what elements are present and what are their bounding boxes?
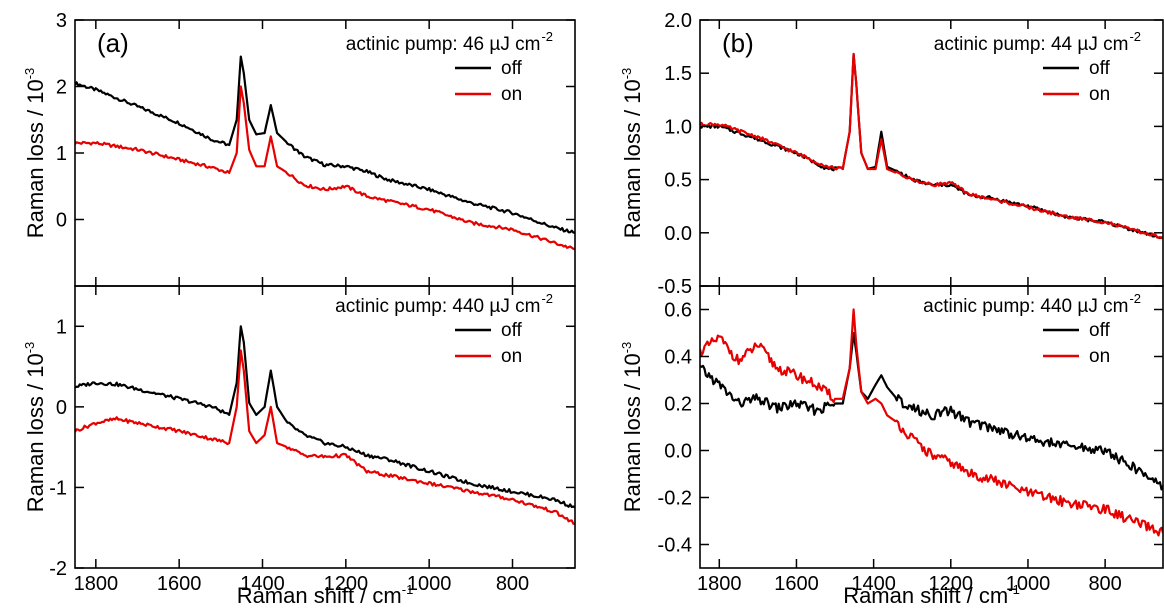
pump-annotation-sup: -2 xyxy=(1129,291,1141,306)
pump-annotation: actinic pump: 44 µJ cm-2 xyxy=(934,29,1141,55)
x-tick-label: 1800 xyxy=(697,573,742,595)
y-tick-label: 0.5 xyxy=(664,170,692,192)
y-tick-label: 0.6 xyxy=(664,300,692,322)
y-axis-title: Raman loss / 10-3 xyxy=(619,342,645,513)
x-axis-title: Raman shift / cm-1 xyxy=(237,582,414,608)
x-tick-label: 1000 xyxy=(407,573,452,595)
y-tick-label: -0.4 xyxy=(658,535,692,557)
x-tick-label: 1000 xyxy=(1006,573,1051,595)
x-tick-label: 1600 xyxy=(157,573,202,595)
y-tick-label: 1.5 xyxy=(664,63,692,85)
x-axis-title-sup: -1 xyxy=(1008,582,1020,597)
y-tick-label: 1.0 xyxy=(664,116,692,138)
series-group xyxy=(700,52,1163,240)
series-line-off xyxy=(75,55,575,234)
pump-annotation: actinic pump: 46 µJ cm-2 xyxy=(346,29,553,55)
subplot-bottom: -2 -1 0 1 1800 1600 1400 1200 1000 800 Raman loss … xyxy=(22,285,576,595)
x-tick-label: 1400 xyxy=(240,573,285,595)
y-tick-label: 3 xyxy=(56,10,67,32)
legend-label-on: on xyxy=(1089,346,1110,367)
subplot-top: 0 1 2 3 Raman loss / 10-3 actinic pump: 46 µJ… xyxy=(22,10,576,287)
pump-annotation-sup: -2 xyxy=(541,291,553,306)
legend-label-off: off xyxy=(501,320,523,341)
series-group xyxy=(75,325,575,525)
plot-frame xyxy=(699,285,1164,569)
x-tick-label: 1600 xyxy=(774,573,819,595)
legend-label-on: on xyxy=(501,84,522,105)
subplot-top: -0.5 0.0 0.5 1.0 1.5 2.0 Raman loss / 10-3 acti… xyxy=(619,10,1164,298)
legend-label-off: off xyxy=(1089,58,1111,79)
series-line-on xyxy=(75,349,575,525)
y-tick-label: 1 xyxy=(56,316,67,338)
y-tick-label: 0.2 xyxy=(664,394,692,416)
series-line-on xyxy=(700,308,1163,537)
x-tick-label: 1200 xyxy=(324,573,369,595)
y-tick-label: 0 xyxy=(56,397,67,419)
plot-frame xyxy=(74,285,576,569)
series-line-off xyxy=(700,331,1163,491)
y-tick-label: -1 xyxy=(49,477,67,499)
legend-label-off: off xyxy=(1089,320,1111,341)
y-axis-title-sup: -3 xyxy=(22,68,37,80)
x-axis-title-sup: -1 xyxy=(402,582,414,597)
pump-annotation-sup: -2 xyxy=(541,29,553,44)
legend-label-on: on xyxy=(501,346,522,367)
x-tick-label: 800 xyxy=(1088,573,1121,595)
y-tick-label: 0.0 xyxy=(664,441,692,463)
panel-letter: (b) xyxy=(722,28,754,58)
y-tick-label: 0.0 xyxy=(664,223,692,245)
x-tick-label: 1200 xyxy=(929,573,974,595)
y-axis-title-sup: -3 xyxy=(22,342,37,354)
y-axis-title-sup: -3 xyxy=(619,68,634,80)
legend-label-on: on xyxy=(1089,84,1110,105)
x-tick-label: 800 xyxy=(496,573,529,595)
y-axis-title: Raman loss / 10-3 xyxy=(22,342,48,513)
x-tick-label: 1800 xyxy=(74,573,119,595)
series-group xyxy=(700,308,1163,537)
series-line-on xyxy=(75,85,575,251)
y-tick-label: 0.4 xyxy=(664,347,692,369)
y-tick-label: -2 xyxy=(49,558,67,580)
panel-b: -0.5 0.0 0.5 1.0 1.5 2.0 Raman loss / 10-3 acti… xyxy=(619,10,1164,608)
series-line-off xyxy=(75,325,575,509)
subplot-bottom: -0.4 -0.2 0.0 0.2 0.4 0.6 1800 1600 1400 1200 1000… xyxy=(619,285,1164,595)
y-tick-label: 2.0 xyxy=(664,10,692,32)
series-group xyxy=(75,55,575,251)
series-line-on xyxy=(700,52,1163,240)
series-line-off xyxy=(700,52,1163,240)
y-tick-label: -0.5 xyxy=(658,276,692,298)
y-axis-title: Raman loss / 10-3 xyxy=(619,68,645,239)
panel-letter: (a) xyxy=(97,28,129,58)
y-tick-label: 2 xyxy=(56,77,67,99)
legend-label-off: off xyxy=(501,58,523,79)
x-tick-label: 1400 xyxy=(851,573,896,595)
panel-a: 0 1 2 3 Raman loss / 10-3 actinic pump: 46 µJ… xyxy=(22,10,576,608)
y-axis-title-sup: -3 xyxy=(619,342,634,354)
pump-annotation-sup: -2 xyxy=(1129,29,1141,44)
y-axis-title: Raman loss / 10-3 xyxy=(22,68,48,239)
y-tick-label: 0 xyxy=(56,210,67,232)
x-axis-title: Raman shift / cm-1 xyxy=(843,582,1020,608)
plot-frame xyxy=(74,19,576,287)
y-tick-label: -0.2 xyxy=(658,488,692,510)
y-tick-label: 1 xyxy=(56,143,67,165)
pump-annotation: actinic pump: 440 µJ cm-2 xyxy=(335,291,553,317)
pump-annotation: actinic pump: 440 µJ cm-2 xyxy=(923,291,1141,317)
